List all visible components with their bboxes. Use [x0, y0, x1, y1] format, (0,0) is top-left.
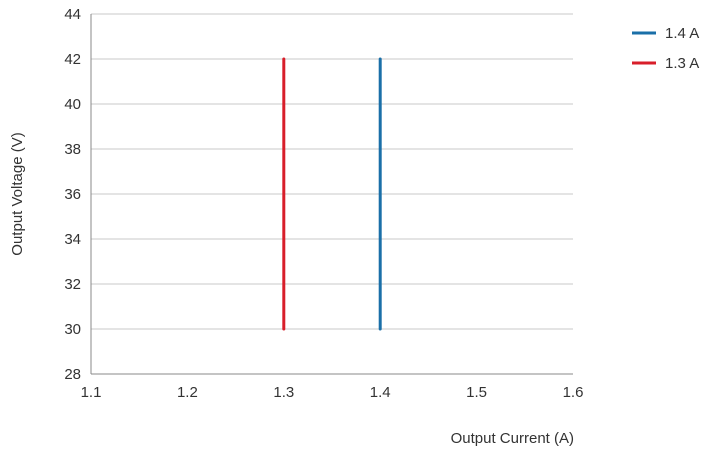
- y-tick-label: 38: [64, 141, 81, 158]
- legend-item: 1.4 A: [632, 25, 699, 42]
- x-tick-label: 1.5: [466, 384, 487, 401]
- y-tick-labels: 28 30 32 34 36 38 40 42 44: [64, 6, 81, 383]
- y-tick-label: 32: [64, 276, 81, 293]
- legend-label: 1.3 A: [665, 55, 699, 72]
- x-tick-labels: 1.1 1.2 1.3 1.4 1.5 1.6: [81, 384, 584, 401]
- y-tick-label: 44: [64, 6, 81, 23]
- y-tick-label: 40: [64, 96, 81, 113]
- y-tick-label: 42: [64, 51, 81, 68]
- y-axis-title: Output Voltage (V): [9, 132, 26, 255]
- legend: 1.4 A 1.3 A: [632, 25, 699, 72]
- y-tick-label: 36: [64, 186, 81, 203]
- y-tick-label: 30: [64, 321, 81, 338]
- y-tick-label: 34: [64, 231, 81, 248]
- x-tick-label: 1.2: [177, 384, 198, 401]
- x-tick-label: 1.4: [370, 384, 391, 401]
- legend-item: 1.3 A: [632, 55, 699, 72]
- x-tick-label: 1.3: [273, 384, 294, 401]
- x-tick-label: 1.1: [81, 384, 102, 401]
- gridlines: [91, 13, 573, 330]
- x-tick-label: 1.6: [563, 384, 584, 401]
- y-tick-label: 28: [64, 366, 81, 383]
- x-axis-title: Output Current (A): [451, 430, 574, 447]
- axes: [90, 14, 573, 375]
- legend-label: 1.4 A: [665, 25, 699, 42]
- series-layer: [282, 57, 382, 331]
